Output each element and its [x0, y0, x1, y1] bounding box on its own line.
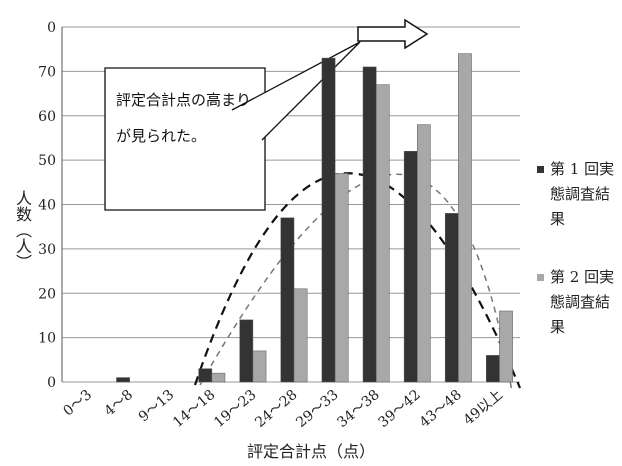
callout-box — [104, 67, 266, 211]
legend-entry: 第 1 回実態調査結果 — [537, 157, 617, 232]
bar — [499, 310, 513, 383]
legend-swatch — [537, 166, 544, 173]
bar — [417, 124, 431, 383]
bar — [198, 368, 213, 383]
trend-curve — [193, 172, 522, 389]
y-tick-label: 0 — [47, 20, 56, 36]
x-tick-label: 4〜8 — [102, 387, 137, 420]
y-tick-label: 40 — [38, 198, 56, 214]
bar — [239, 319, 254, 383]
y-tick-label: 20 — [38, 286, 56, 302]
x-tick-label: 39〜42 — [376, 387, 424, 431]
bar — [444, 213, 459, 383]
bar — [116, 377, 130, 383]
legend-entry: 第 2 回実態調査結果 — [537, 265, 617, 340]
x-tick-label: 24〜28 — [252, 387, 300, 431]
bar — [362, 66, 377, 383]
x-tick-label: 49以上 — [461, 387, 506, 429]
legend-label: 第 1 回実態調査結果 — [550, 160, 615, 228]
annotation: 評定合計点の高まりが見られた。 — [116, 91, 252, 145]
bar — [375, 84, 390, 383]
x-tick-label: 19〜23 — [211, 387, 259, 431]
bar — [293, 288, 308, 383]
bar — [334, 173, 349, 383]
legend-swatch — [537, 274, 544, 281]
arrow — [357, 18, 429, 50]
y-tick-label: 70 — [38, 64, 56, 80]
y-tick-label: 60 — [38, 109, 56, 125]
bar — [211, 372, 226, 383]
bar — [458, 53, 472, 383]
x-tick-label: 43〜48 — [417, 387, 465, 431]
bar — [252, 350, 267, 383]
y-tick-label: 50 — [38, 153, 56, 169]
y-axis-label: 人数（人） — [13, 190, 32, 270]
x-tick-label: 14〜18 — [170, 387, 218, 431]
y-tick-label: 10 — [38, 331, 56, 347]
legend-label: 第 2 回実態調査結果 — [550, 268, 615, 336]
bar — [403, 151, 418, 383]
bar — [486, 355, 500, 383]
trend-curve — [199, 173, 513, 393]
bar — [280, 217, 295, 383]
x-tick-label: 34〜38 — [334, 387, 382, 431]
y-tick-label: 30 — [38, 242, 56, 258]
x-tick-label: 29〜33 — [293, 387, 341, 431]
bar — [321, 57, 336, 383]
x-tick-label: 0〜3 — [60, 387, 95, 420]
y-tick-label: 0 — [47, 375, 56, 391]
x-axis-label: 評定合計点（点） — [246, 442, 375, 461]
